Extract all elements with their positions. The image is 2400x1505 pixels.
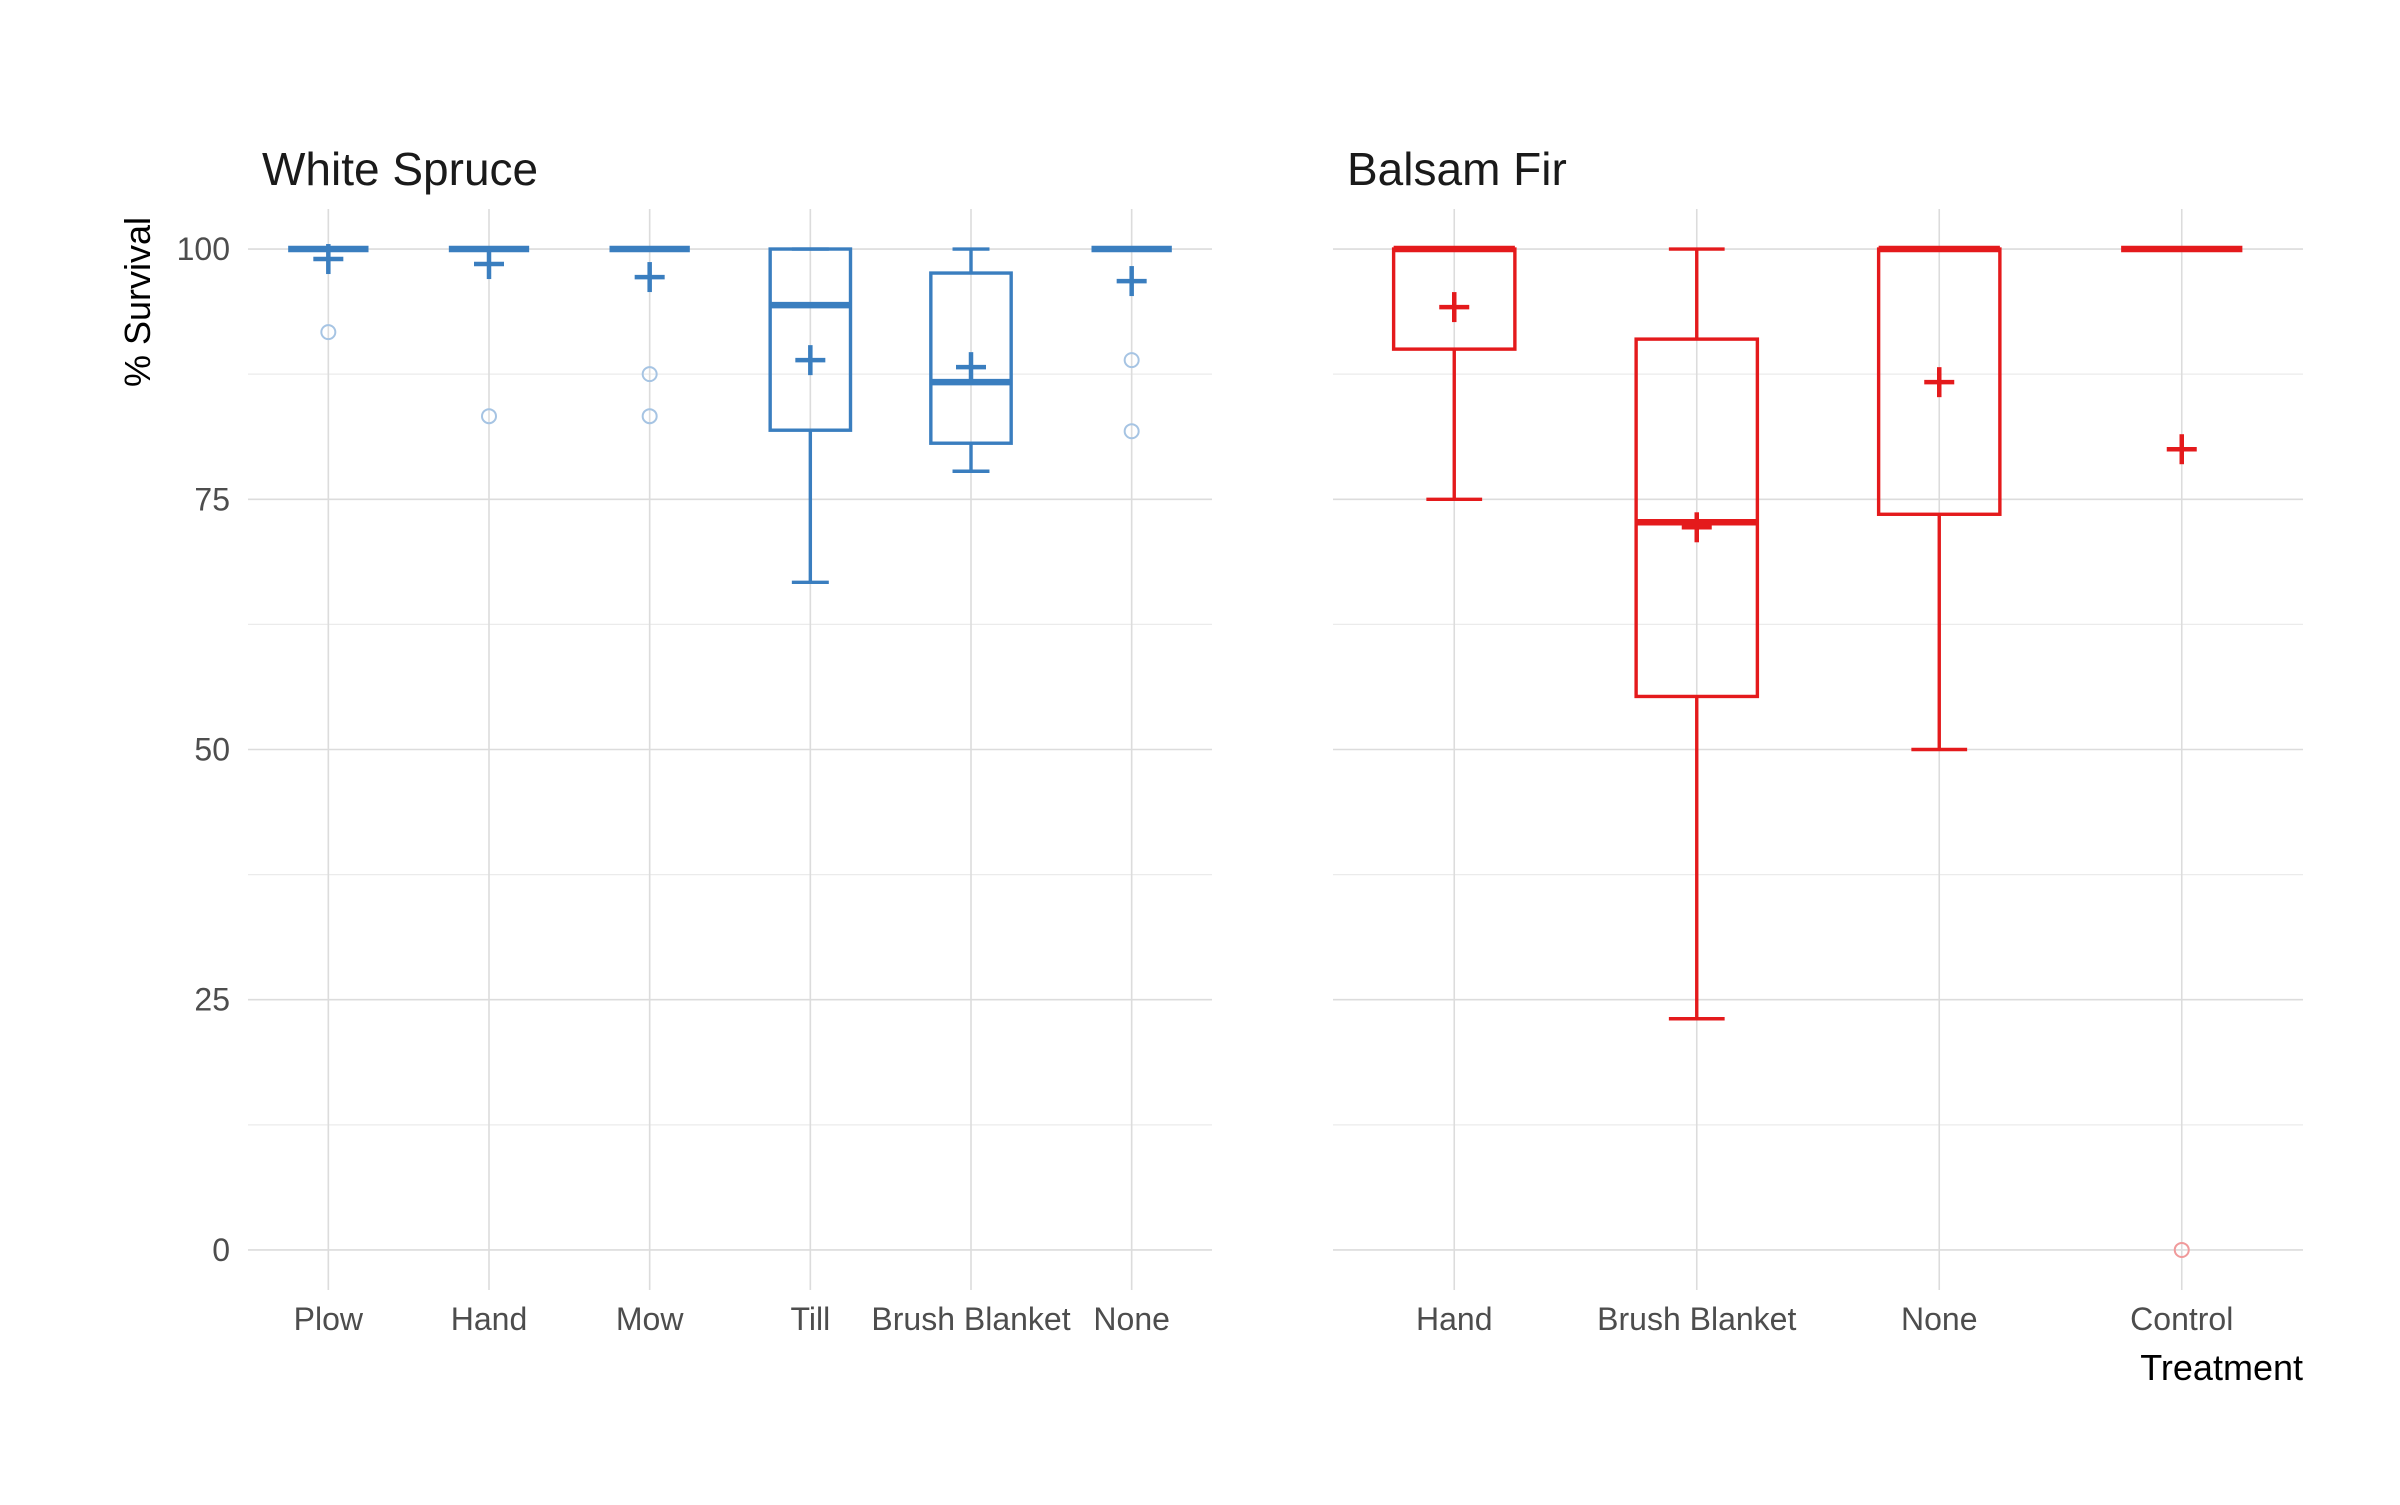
x-tick-label-balsam-fir-hand: Hand — [1416, 1301, 1493, 1337]
marks-layer — [288, 244, 2243, 1258]
box-balsam-fir-hand — [1391, 245, 1517, 501]
box-iqr — [1634, 337, 1760, 699]
outlier-point-0 — [1123, 352, 1140, 369]
y-tick-label-50: 50 — [194, 732, 230, 768]
x-tick-label-white-spruce-brush-blanket: Brush Blanket — [871, 1301, 1070, 1337]
box-white-spruce-mow — [609, 245, 690, 425]
box-white-spruce-none — [1091, 245, 1172, 440]
y-tick-label-0: 0 — [212, 1232, 230, 1268]
x-tick-label-white-spruce-mow: Mow — [616, 1301, 684, 1337]
outlier-point-1 — [641, 408, 658, 425]
x-tick-label-white-spruce-till: Till — [790, 1301, 830, 1337]
box-white-spruce-hand — [448, 245, 530, 425]
box-balsam-fir-brush-blanket — [1634, 247, 1760, 1021]
outlier-point-0 — [481, 408, 497, 425]
box-iqr — [768, 247, 853, 432]
y-axis-title: % Survival — [117, 217, 158, 387]
panel-title-balsam-fir: Balsam Fir — [1347, 143, 1567, 195]
box-balsam-fir-none — [1876, 245, 2002, 752]
x-tick-label-balsam-fir-none: None — [1901, 1301, 1978, 1337]
x-tick-label-white-spruce-hand: Hand — [451, 1301, 528, 1337]
grid-layer — [248, 209, 2303, 1290]
x-tick-label-balsam-fir-brush-blanket: Brush Blanket — [1597, 1301, 1796, 1337]
x-tick-label-balsam-fir-control: Control — [2130, 1301, 2233, 1337]
y-tick-label-100: 100 — [177, 231, 230, 267]
x-tick-label-white-spruce-plow: Plow — [294, 1301, 364, 1337]
box-iqr — [929, 271, 1013, 445]
box-balsam-fir-control — [2121, 245, 2243, 1258]
text-layer: White Spruce Balsam Fir % Survival Treat… — [117, 143, 2303, 1388]
outlier-point-1 — [1123, 423, 1140, 440]
box-white-spruce-plow — [288, 244, 369, 341]
x-tick-label-white-spruce-none: None — [1093, 1301, 1170, 1337]
x-axis-title: Treatment — [2140, 1347, 2303, 1388]
outlier-point-0 — [2173, 1241, 2190, 1258]
y-tick-label-25: 25 — [194, 982, 230, 1018]
outlier-point-0 — [320, 324, 337, 341]
y-tick-label-75: 75 — [194, 481, 230, 517]
outlier-point-0 — [641, 366, 658, 383]
box-white-spruce-till — [768, 247, 853, 585]
box-white-spruce-brush-blanket — [929, 247, 1013, 473]
panel-title-white-spruce: White Spruce — [262, 143, 538, 195]
